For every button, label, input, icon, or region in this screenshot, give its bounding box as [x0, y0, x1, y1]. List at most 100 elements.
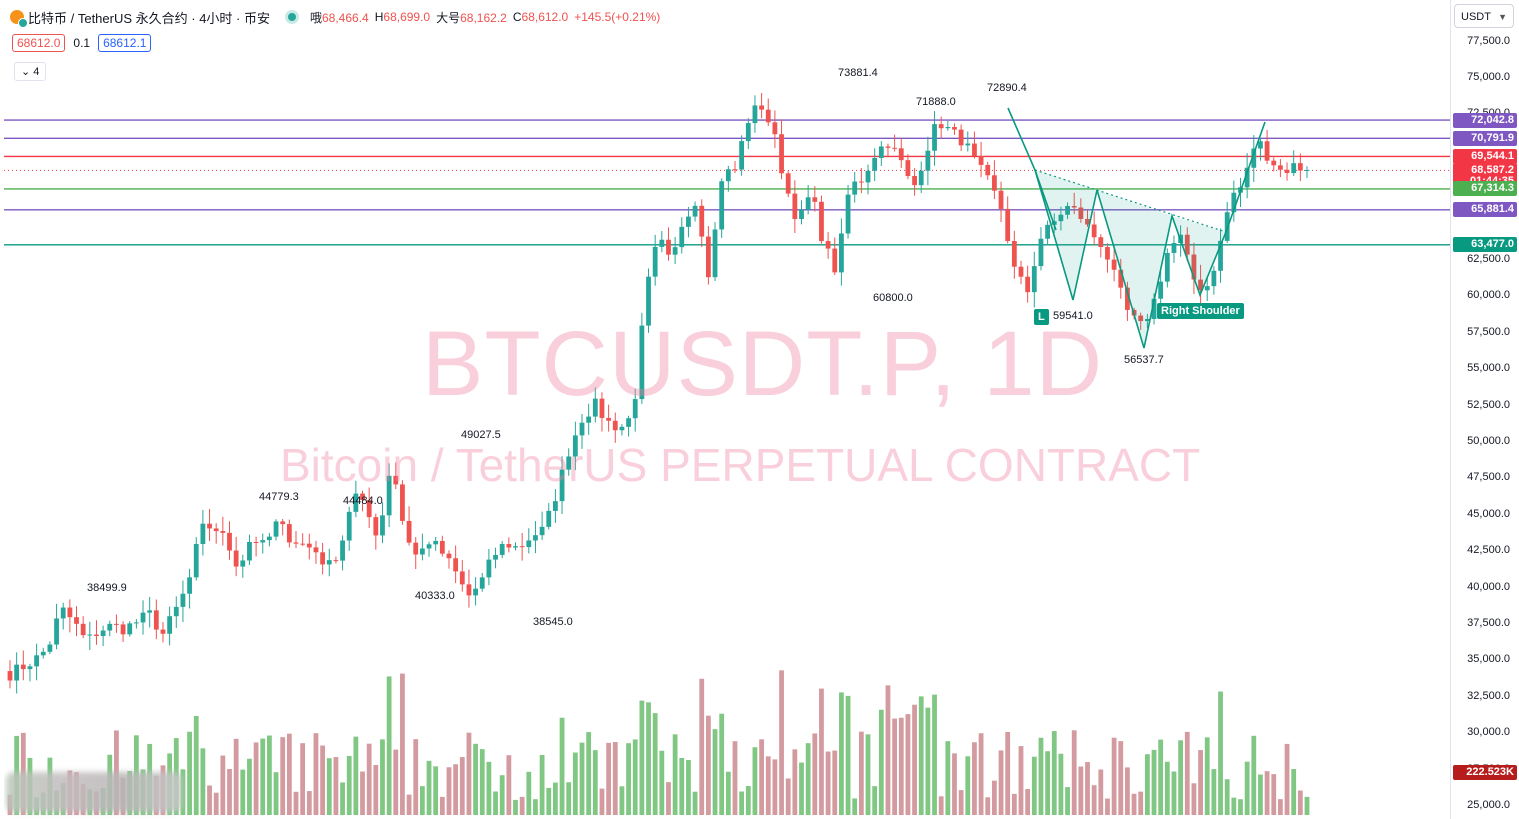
- candle-body: [479, 577, 485, 589]
- candle-body: [1031, 266, 1037, 293]
- volume-bar: [546, 787, 552, 815]
- volume-bar: [659, 750, 665, 815]
- volume-bar: [652, 713, 658, 815]
- candle-body: [220, 531, 226, 533]
- candle-body: [559, 469, 565, 502]
- candle-body: [732, 169, 738, 171]
- volume-bar: [479, 749, 485, 815]
- candle-body: [1284, 169, 1290, 174]
- candle-body: [253, 541, 259, 543]
- price-extreme-label: 38545.0: [533, 615, 573, 628]
- candle-body: [932, 124, 937, 151]
- market-status-icon[interactable]: [287, 13, 296, 21]
- candle-body: [433, 540, 439, 545]
- volume-bar: [326, 758, 332, 815]
- candle-body: [1231, 192, 1237, 213]
- volume-bar: [1085, 762, 1090, 815]
- volume-bar: [612, 741, 618, 815]
- price-axis[interactable]: 77,500.075,000.072,500.062,500.060,000.0…: [1450, 0, 1519, 819]
- volume-bar: [666, 782, 671, 815]
- volume-bar: [1131, 793, 1137, 815]
- candle-body: [646, 276, 651, 326]
- candle-body: [380, 515, 385, 536]
- candle-body: [752, 105, 758, 124]
- volume-bar: [1118, 741, 1124, 815]
- volume-bar: [1065, 787, 1070, 815]
- volume-bar: [572, 752, 578, 815]
- indicators-count: 4: [33, 66, 40, 78]
- price-extreme-label: 60800.0: [873, 291, 913, 304]
- volume-bar: [1204, 737, 1210, 815]
- currency-select[interactable]: USDT ▼: [1454, 4, 1514, 28]
- volume-bar: [1018, 746, 1024, 815]
- candle-body: [1038, 238, 1044, 267]
- candle-body: [180, 593, 186, 607]
- blurred-region: [6, 772, 182, 812]
- volume-bar: [1098, 769, 1104, 815]
- buy-button[interactable]: 68612.1: [98, 34, 152, 52]
- volume-bar: [1011, 793, 1017, 815]
- candle-body: [792, 193, 798, 220]
- candle-body: [912, 176, 917, 186]
- right-shoulder-label[interactable]: Right Shoulder: [1157, 303, 1244, 319]
- candle-body: [14, 664, 20, 681]
- candle-body: [419, 548, 425, 555]
- volume-bar: [1258, 774, 1263, 815]
- volume-bar: [380, 739, 385, 815]
- price-axis-tick: 50,000.0: [1467, 435, 1510, 447]
- candle-body: [1011, 241, 1017, 267]
- candle-body: [539, 526, 545, 536]
- candle-body: [978, 156, 984, 165]
- candle-body: [346, 511, 352, 541]
- volume-bar: [1284, 743, 1290, 815]
- candle-body: [1111, 259, 1117, 270]
- candle-body: [273, 521, 279, 537]
- pattern-leadin-line: [1007, 107, 1057, 231]
- candle-body: [1258, 141, 1263, 149]
- volume-bar: [878, 709, 884, 815]
- volume-bar: [553, 782, 558, 815]
- candle-body: [506, 544, 512, 548]
- candle-body: [991, 175, 997, 191]
- volume-bar: [200, 748, 206, 815]
- volume-bar: [592, 750, 598, 815]
- candle-body: [1251, 148, 1257, 168]
- price-level-tag: 67,314.3: [1453, 181, 1517, 197]
- volume-bar: [273, 772, 279, 815]
- volume-bar: [493, 791, 498, 815]
- price-extreme-label: 73881.4: [838, 67, 878, 80]
- candle-body: [1125, 287, 1130, 310]
- indicators-toggle-button[interactable]: ⌄ 4: [14, 62, 47, 81]
- volume-bar: [712, 729, 718, 815]
- volume-bar: [400, 673, 405, 815]
- volume-bar: [340, 782, 345, 815]
- volume-bar: [905, 714, 911, 815]
- candle-body: [320, 552, 326, 565]
- left-shoulder-label[interactable]: L: [1034, 309, 1049, 325]
- volume-bar: [320, 745, 326, 815]
- candle-body: [486, 559, 492, 578]
- symbol-title[interactable]: 比特币 / TetherUS 永久合约 · 4小时 · 币安: [28, 10, 270, 26]
- head-and-shoulders-line: [1034, 169, 1227, 349]
- candle-body: [1304, 170, 1310, 172]
- volume-bar: [366, 743, 372, 815]
- candle-body: [972, 143, 977, 157]
- volume-bar: [1151, 749, 1157, 815]
- volume-bar: [293, 791, 299, 815]
- candle-body: [80, 623, 86, 636]
- volume-bar: [785, 778, 791, 815]
- sell-button[interactable]: 68612.0: [12, 34, 66, 52]
- volume-bar: [1058, 753, 1064, 815]
- candle-body: [1164, 252, 1170, 282]
- candle-body: [619, 426, 625, 431]
- volume-bar: [280, 737, 286, 815]
- candle-body: [546, 510, 552, 527]
- candle-body: [666, 239, 671, 255]
- candlestick-chart[interactable]: [4, 0, 1450, 819]
- volume-bar: [672, 734, 678, 815]
- chart-area[interactable]: BTCUSDT.P, 1D Bitcoin / TetherUS PERPETU…: [4, 0, 1450, 819]
- volume-bar: [1138, 791, 1144, 815]
- price-axis-tick: 37,500.0: [1467, 617, 1510, 629]
- candle-body: [958, 129, 964, 146]
- candle-body: [386, 475, 392, 516]
